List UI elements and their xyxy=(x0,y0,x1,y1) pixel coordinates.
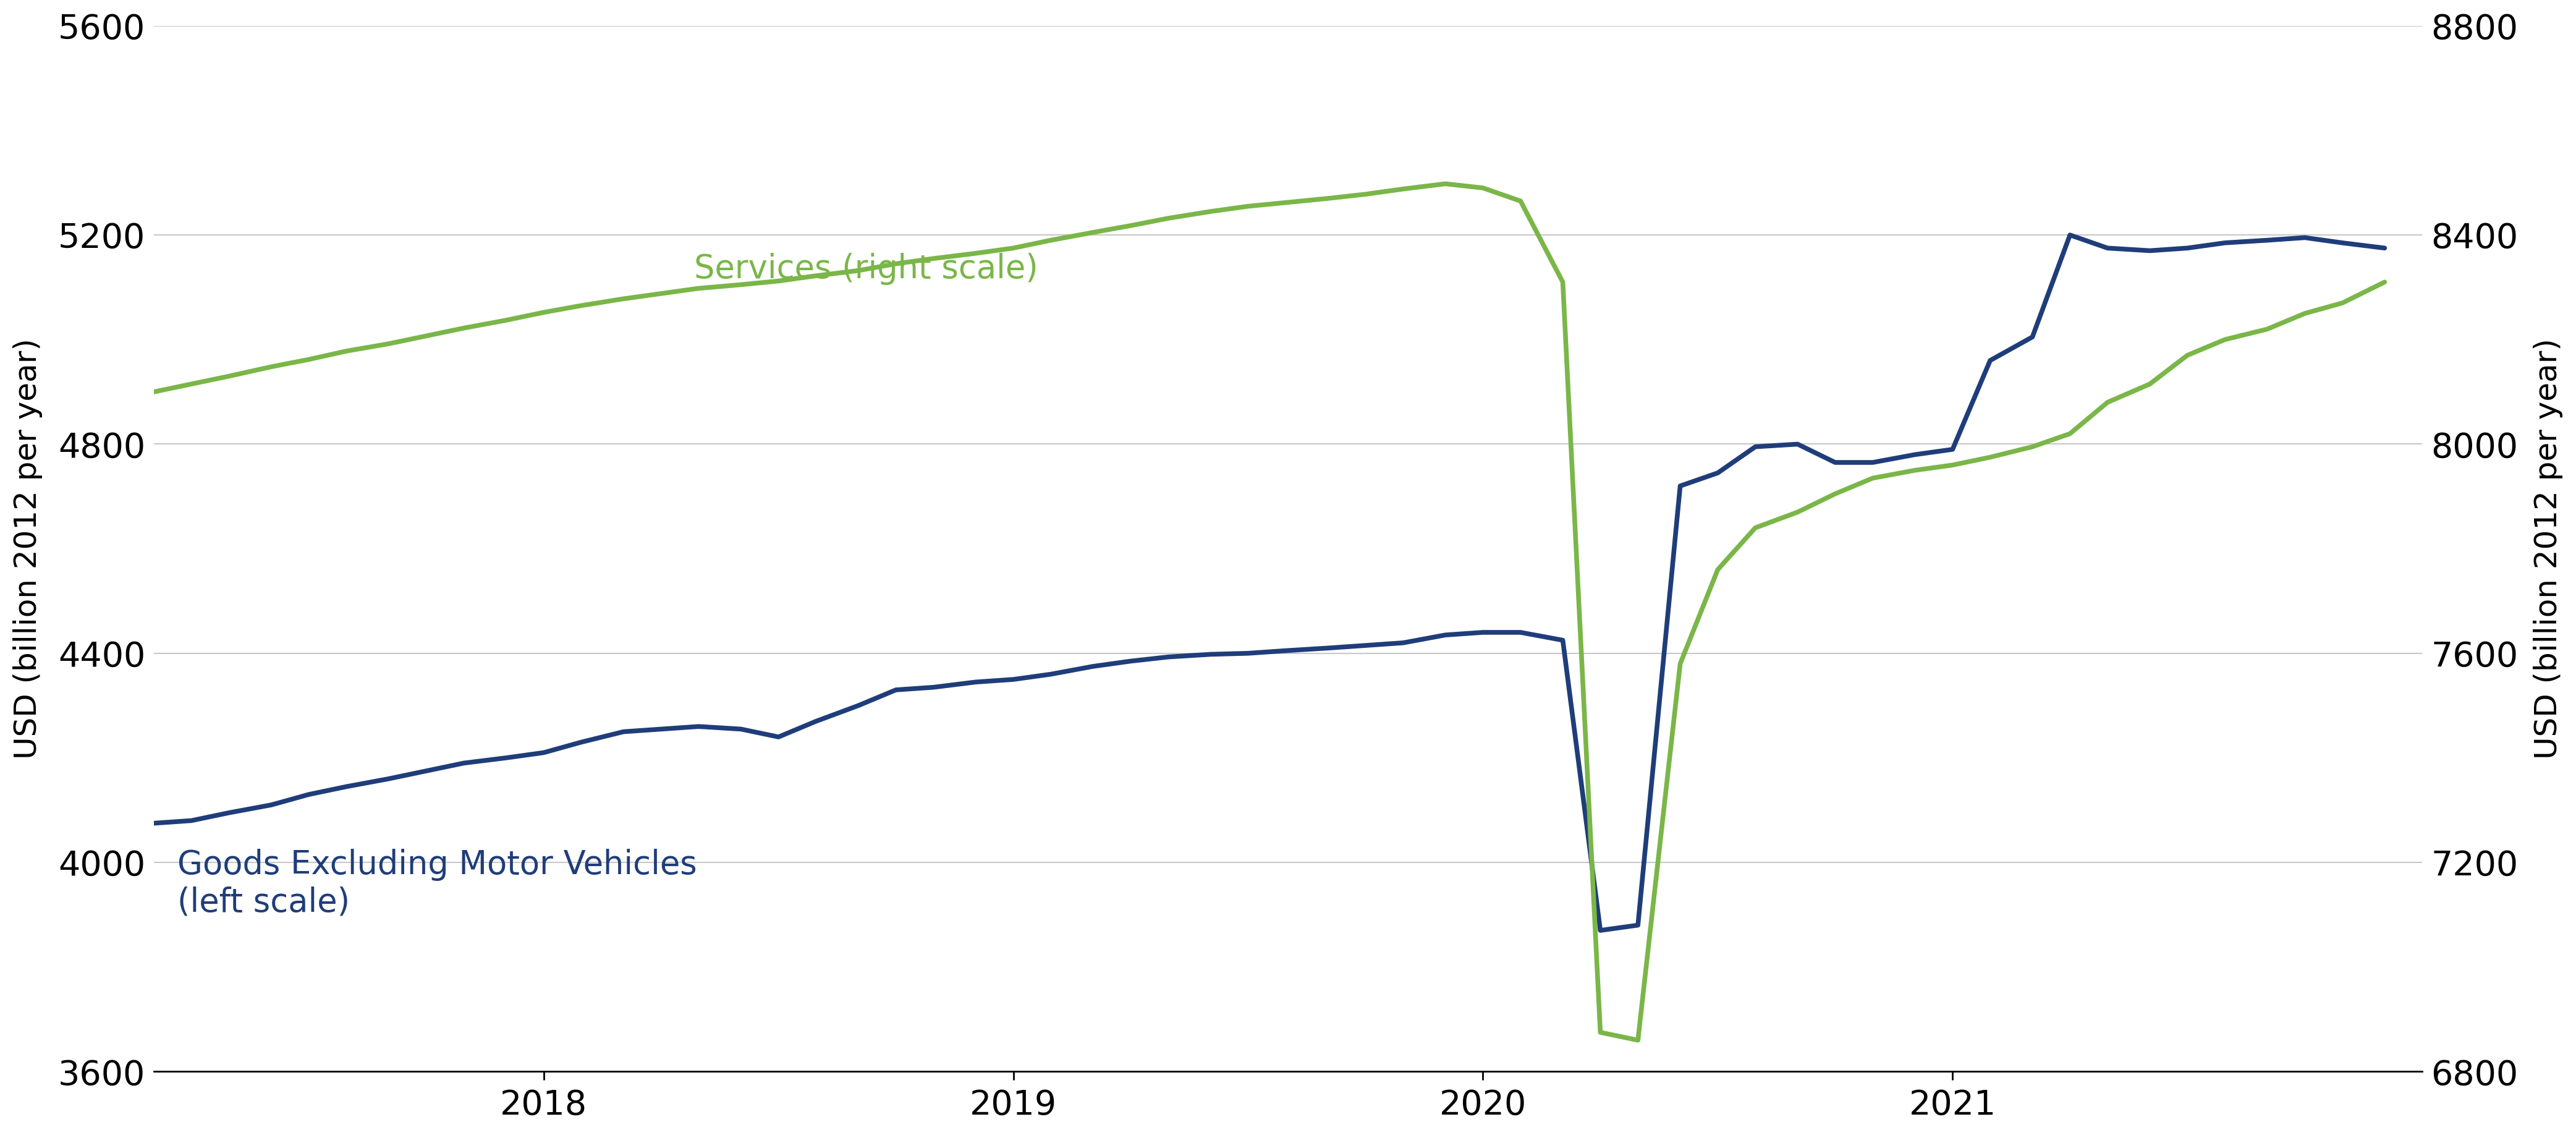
Y-axis label: USD (billion 2012 per year): USD (billion 2012 per year) xyxy=(13,338,44,759)
Text: Goods Excluding Motor Vehicles
(left scale): Goods Excluding Motor Vehicles (left sca… xyxy=(178,849,698,918)
Text: Services (right scale): Services (right scale) xyxy=(693,253,1038,285)
Y-axis label: USD (billion 2012 per year): USD (billion 2012 per year) xyxy=(2532,338,2563,759)
